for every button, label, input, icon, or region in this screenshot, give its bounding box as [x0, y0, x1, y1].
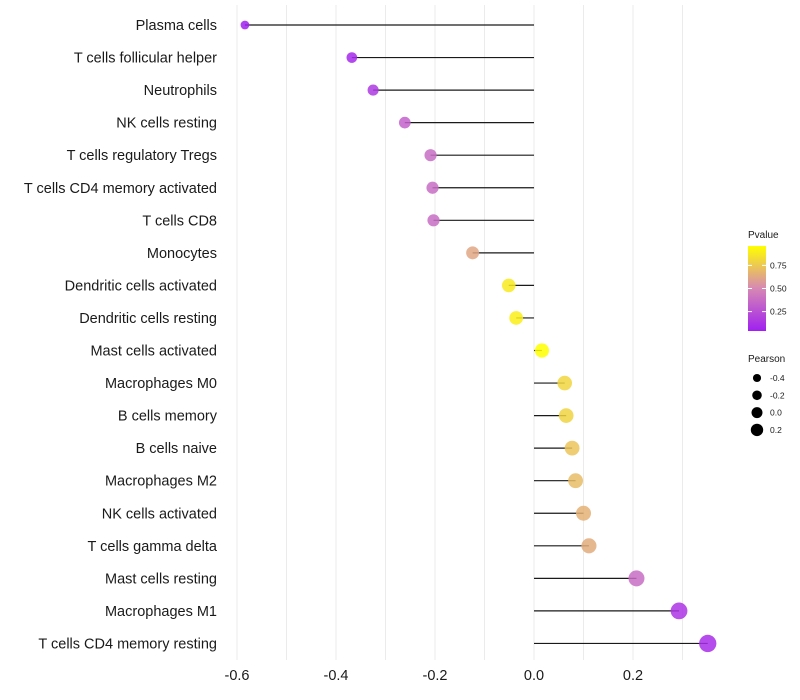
x-tick-label: 0.2: [623, 668, 643, 684]
y-tick-label: Plasma cells: [136, 18, 217, 34]
x-tick-label: 0.0: [524, 668, 544, 684]
colorbar-tick-label: 0.25: [770, 307, 787, 317]
size-key: [752, 390, 762, 401]
y-tick-label: T cells gamma delta: [88, 539, 218, 555]
data-point: [699, 634, 717, 653]
data-point: [628, 570, 645, 587]
y-tick-label: Macrophages M2: [105, 474, 217, 490]
y-tick-label: Macrophages M1: [105, 604, 217, 620]
colorbar-tick-label: 0.75: [770, 260, 787, 270]
y-tick-label: T cells CD4 memory activated: [24, 181, 217, 197]
data-point: [501, 278, 516, 293]
size-key: [751, 407, 763, 419]
pvalue-legend-title: Pvalue: [748, 230, 779, 241]
data-point: [346, 52, 358, 63]
y-tick-label: NK cells activated: [102, 506, 217, 522]
data-point: [424, 149, 437, 162]
size-key-label: -0.4: [770, 373, 785, 383]
points: [240, 20, 717, 653]
pearson-legend-title: Pearson: [748, 354, 785, 365]
y-tick-label: NK cells resting: [116, 116, 217, 132]
data-point: [509, 311, 524, 325]
y-tick-label: B cells naive: [136, 441, 217, 457]
y-tick-label: T cells follicular helper: [74, 51, 217, 67]
data-point: [564, 440, 580, 456]
data-point: [557, 375, 573, 391]
data-point: [240, 20, 250, 30]
data-point: [426, 181, 439, 194]
y-tick-label: Mast cells resting: [105, 571, 217, 587]
size-key: [752, 373, 762, 383]
y-tick-label: Monocytes: [147, 246, 217, 262]
y-tick-label: Macrophages M0: [105, 376, 217, 392]
y-tick-label: Dendritic cells resting: [79, 311, 217, 327]
size-key-label: 0.0: [770, 408, 782, 418]
y-axis-labels: Plasma cells T cells follicular helper Neu…: [24, 18, 218, 652]
data-point: [398, 116, 411, 129]
grid-lines: [236, 5, 683, 660]
data-point: [568, 473, 584, 489]
colorbar-tick-label: 0.50: [770, 284, 787, 294]
x-tick-label: -0.4: [324, 668, 349, 684]
pvalue-legend: Pvalue 0.25 0.50 0.75: [748, 230, 787, 331]
data-point: [466, 246, 480, 260]
data-point: [427, 214, 440, 227]
y-tick-label: Neutrophils: [144, 83, 217, 99]
y-tick-label: Mast cells activated: [90, 344, 217, 360]
data-point: [576, 505, 591, 521]
y-tick-label: Dendritic cells activated: [65, 278, 217, 294]
pvalue-colorbar: [748, 246, 766, 331]
pearson-legend: Pearson -0.4 -0.2 0.0 0.2: [748, 354, 785, 437]
data-point: [534, 343, 550, 358]
data-point: [558, 408, 574, 423]
y-tick-label: T cells CD8: [142, 213, 217, 229]
size-key-label: 0.2: [770, 425, 782, 435]
data-point: [670, 602, 688, 620]
y-tick-label: T cells CD4 memory resting: [38, 636, 217, 652]
x-axis-labels: -0.6 -0.4 -0.2 0.0 0.2: [225, 668, 644, 684]
x-tick-label: -0.2: [423, 668, 448, 684]
y-tick-label: B cells memory: [118, 409, 218, 425]
size-key-label: -0.2: [770, 390, 785, 400]
size-key: [750, 423, 764, 437]
stems: [244, 24, 708, 645]
data-point: [367, 84, 379, 96]
y-tick-label: T cells regulatory Tregs: [67, 148, 217, 164]
x-tick-label: -0.6: [225, 668, 250, 684]
data-point: [581, 538, 597, 554]
